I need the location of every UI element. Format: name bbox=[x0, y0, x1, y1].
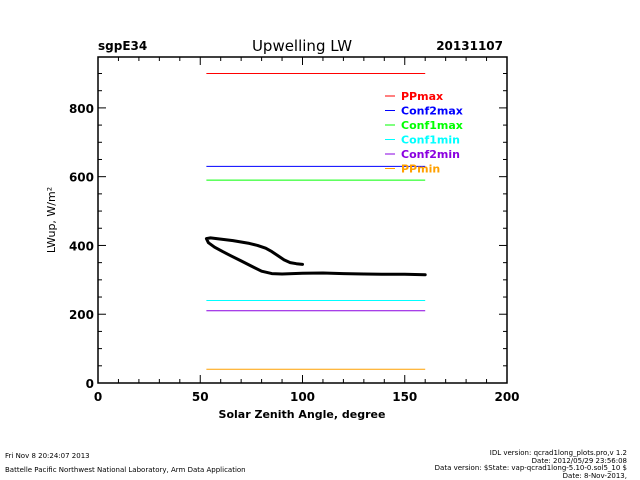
data-point bbox=[223, 238, 226, 241]
data-point bbox=[301, 263, 304, 266]
threshold-lines bbox=[206, 73, 426, 370]
data-point bbox=[301, 272, 304, 275]
data-point bbox=[383, 273, 386, 276]
footer-idl-date: Date: 2012/05/29 23:56:08 bbox=[532, 457, 627, 465]
legend-label-conf2max: Conf2max bbox=[401, 105, 463, 118]
data-point bbox=[248, 242, 251, 245]
data-point bbox=[362, 272, 366, 276]
data-series bbox=[204, 236, 427, 277]
data-point bbox=[209, 236, 212, 240]
data-point bbox=[270, 272, 274, 275]
y-tick-label: 800 bbox=[69, 102, 94, 116]
data-point bbox=[250, 264, 253, 268]
y-tick-label: 200 bbox=[69, 308, 94, 322]
footer-data-version: Data version: $State: vap-qcrad1long-5.1… bbox=[435, 464, 627, 472]
legend-label-conf2min: Conf2min bbox=[401, 148, 460, 161]
data-point bbox=[260, 270, 263, 273]
data-point bbox=[239, 240, 243, 244]
data-point bbox=[231, 239, 235, 242]
y-tick-label: 400 bbox=[69, 239, 94, 253]
chart-title: Upwelling LW bbox=[252, 37, 352, 55]
data-point bbox=[289, 261, 292, 264]
data-point bbox=[276, 254, 280, 257]
x-tick-label: 150 bbox=[392, 390, 417, 404]
data-point bbox=[205, 237, 208, 240]
x-tick-label: 0 bbox=[94, 390, 102, 404]
series-line-lwup bbox=[204, 236, 427, 277]
y-axis-label: LWup, W/m² bbox=[45, 187, 58, 253]
data-point bbox=[321, 271, 325, 275]
site-label: sgpE34 bbox=[98, 39, 147, 53]
data-point bbox=[424, 273, 427, 276]
data-point bbox=[264, 246, 267, 250]
y-tick-label: 600 bbox=[69, 171, 94, 185]
date-label: 20131107 bbox=[436, 39, 503, 53]
data-point bbox=[213, 245, 216, 249]
data-point bbox=[295, 262, 298, 265]
data-point bbox=[282, 258, 286, 262]
data-point bbox=[229, 254, 233, 257]
axis-ticks: 0 50 100 150 200 0 200 400 600 800 bbox=[69, 57, 520, 404]
y-tick-label: 0 bbox=[86, 377, 94, 391]
x-tick-label: 200 bbox=[494, 390, 519, 404]
legend-label-ppmin: PPmin bbox=[401, 163, 440, 176]
data-point bbox=[207, 241, 210, 244]
data-point bbox=[215, 237, 218, 240]
data-point bbox=[239, 259, 243, 263]
x-axis-label: Solar Zenith Angle, degree bbox=[219, 408, 386, 421]
footer-timestamp: Fri Nov 8 20:24:07 2013 bbox=[5, 452, 90, 460]
footer-institution: Battelle Pacific Northwest National Labo… bbox=[5, 466, 246, 474]
data-point bbox=[221, 250, 224, 253]
data-point bbox=[291, 272, 294, 275]
legend-label-ppmax: PPmax bbox=[401, 90, 443, 103]
data-point bbox=[342, 272, 345, 275]
x-tick-label: 50 bbox=[192, 390, 209, 404]
data-point bbox=[403, 273, 406, 276]
legend-label-conf1max: Conf1max bbox=[401, 119, 463, 132]
footer-data-date: Date: 8-Nov-2013, bbox=[563, 472, 627, 480]
data-point bbox=[270, 250, 274, 253]
data-point bbox=[280, 272, 284, 276]
data-point bbox=[256, 244, 259, 247]
footer-idl-version: IDL version: qcrad1long_plots.pro,v 1.2 bbox=[490, 449, 627, 457]
legend-label-conf1min: Conf1min bbox=[401, 134, 460, 147]
x-tick-label: 100 bbox=[290, 390, 315, 404]
